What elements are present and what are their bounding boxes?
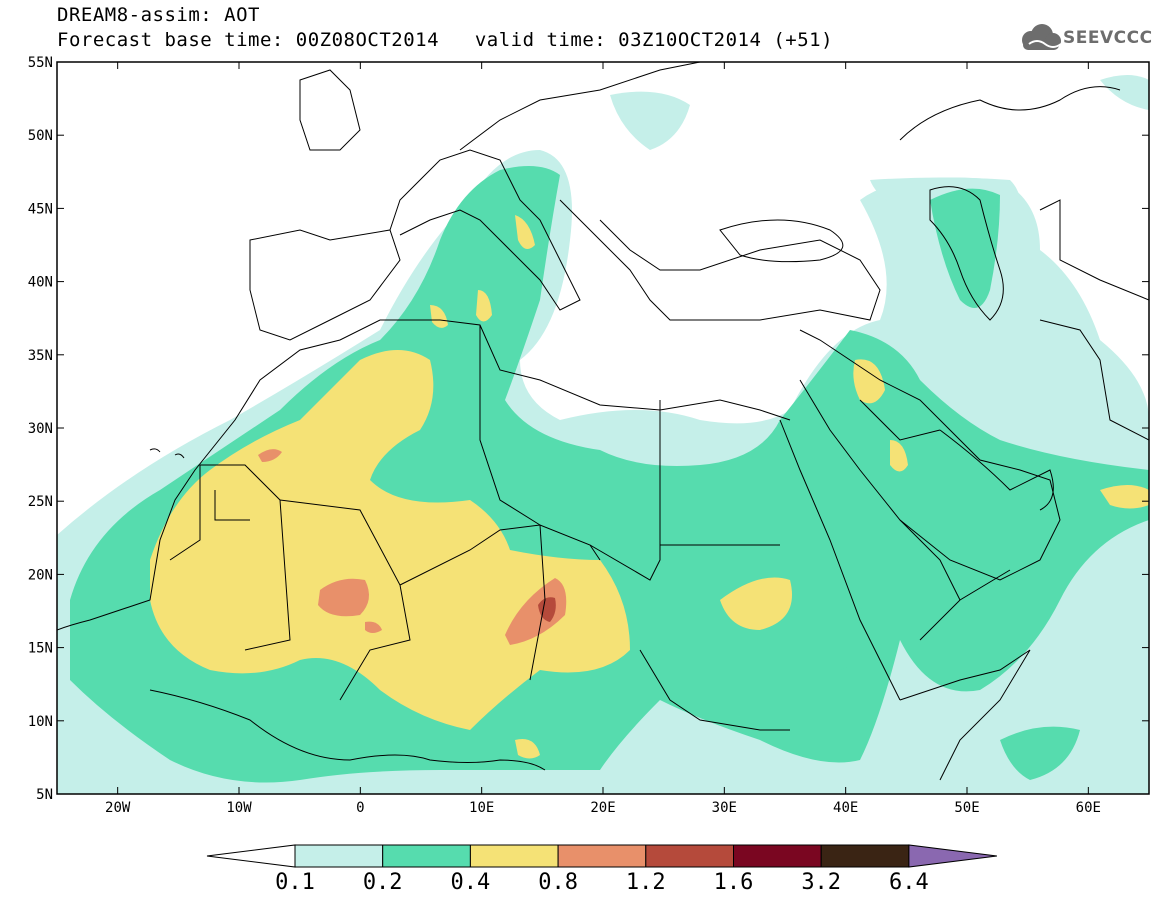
lon-label: 20W <box>105 800 131 816</box>
forecast-time-line: Forecast base time: 00Z08OCT2014 valid t… <box>57 29 834 51</box>
colorbar-label: 0.4 <box>450 870 491 895</box>
lon-label: 10E <box>469 800 494 816</box>
logo-text: SEEVCCC <box>1063 28 1153 48</box>
aot-field <box>57 75 1149 794</box>
lat-label: 25N <box>28 494 53 510</box>
lon-label: 0 <box>356 800 364 816</box>
colorbar-segment <box>382 844 471 868</box>
cloud-icon <box>1022 24 1062 50</box>
aot-level-0.8 <box>258 449 567 645</box>
lat-label: 50N <box>28 128 53 144</box>
colorbar-arrow-high <box>908 844 997 868</box>
colorbar-segment <box>557 844 647 868</box>
longitude-axis: 20W 10W 0 10E 20E 30E 40E 50E 60E <box>105 62 1101 816</box>
colorbar <box>206 844 997 868</box>
colorbar-label: 6.4 <box>889 870 929 895</box>
lon-label: 30E <box>712 800 737 816</box>
lat-label: 55N <box>28 55 53 71</box>
colorbar-segment <box>733 844 822 868</box>
lon-label: 20E <box>590 800 615 816</box>
colorbar-arrow-low <box>206 844 296 868</box>
colorbar-segment <box>294 844 384 868</box>
lat-label: 5N <box>36 787 53 803</box>
country-borders <box>169 199 1149 731</box>
lat-label: 40N <box>28 275 53 291</box>
colorbar-segment <box>645 844 734 868</box>
colorbar-label: 0.2 <box>362 870 403 895</box>
lon-label: 10W <box>226 800 252 816</box>
colorbar-segment <box>469 844 559 868</box>
colorbar-label: 3.2 <box>801 870 842 895</box>
lat-label: 20N <box>28 567 53 583</box>
lat-label: 10N <box>28 714 53 730</box>
lat-label: 30N <box>28 421 53 437</box>
colorbar-label: 0.8 <box>538 870 578 895</box>
colorbar-label: 1.6 <box>713 870 754 895</box>
lon-label: 60E <box>1076 800 1101 816</box>
lon-label: 40E <box>833 800 858 816</box>
lat-label: 15N <box>28 641 53 657</box>
colorbar-label: 1.2 <box>625 870 666 895</box>
lat-label: 45N <box>28 201 53 217</box>
lon-label: 50E <box>954 800 979 816</box>
colorbar-label: 0.1 <box>275 870 315 895</box>
latitude-axis: 55N 50N 45N 40N 35N 30N 25N 20N 15N 10N 5N <box>28 55 1149 803</box>
coastlines <box>57 62 1121 781</box>
colorbar-segment <box>820 844 910 868</box>
map-title: DREAM8-assim: AOT <box>57 4 260 26</box>
seevccc-logo <box>1022 24 1062 50</box>
lat-label: 35N <box>28 348 53 364</box>
